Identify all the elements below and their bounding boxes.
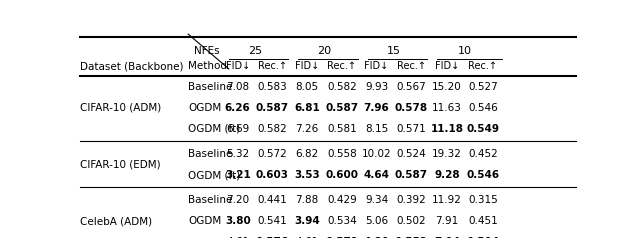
Text: CIFAR-10 (ADM): CIFAR-10 (ADM) bbox=[81, 103, 162, 113]
Text: 0.587: 0.587 bbox=[256, 103, 289, 113]
Text: 0.524: 0.524 bbox=[396, 149, 426, 159]
Text: 4.64: 4.64 bbox=[364, 170, 390, 180]
Text: 0.571: 0.571 bbox=[396, 124, 426, 134]
Text: 0.429: 0.429 bbox=[327, 195, 356, 205]
Text: 20: 20 bbox=[317, 46, 332, 56]
Text: 0.552: 0.552 bbox=[395, 237, 428, 238]
Text: 0.534: 0.534 bbox=[327, 216, 356, 226]
Text: 19.32: 19.32 bbox=[432, 149, 462, 159]
Text: 25: 25 bbox=[248, 46, 262, 56]
Text: FID↓: FID↓ bbox=[435, 61, 459, 71]
Text: 0.452: 0.452 bbox=[468, 149, 498, 159]
Text: 0.587: 0.587 bbox=[395, 170, 428, 180]
Text: 6.26: 6.26 bbox=[225, 103, 251, 113]
Text: 0.315: 0.315 bbox=[468, 195, 498, 205]
Text: 0.392: 0.392 bbox=[396, 195, 426, 205]
Text: 6.82: 6.82 bbox=[296, 149, 319, 159]
Text: 0.581: 0.581 bbox=[327, 124, 356, 134]
Text: 0.587: 0.587 bbox=[325, 103, 358, 113]
Text: 11.92: 11.92 bbox=[432, 195, 462, 205]
Text: 10: 10 bbox=[458, 46, 472, 56]
Text: 0.451: 0.451 bbox=[468, 216, 498, 226]
Text: 0.546: 0.546 bbox=[468, 103, 498, 113]
Text: 0.504: 0.504 bbox=[466, 237, 499, 238]
Text: 0.549: 0.549 bbox=[467, 124, 499, 134]
Text: 0.572: 0.572 bbox=[257, 149, 287, 159]
Text: 6.81: 6.81 bbox=[294, 103, 320, 113]
Text: Rec.↑: Rec.↑ bbox=[258, 61, 287, 71]
Text: OGDM: OGDM bbox=[188, 216, 221, 226]
Text: OGDM (ft): OGDM (ft) bbox=[188, 124, 241, 134]
Text: FID↓: FID↓ bbox=[295, 61, 319, 71]
Text: 9.34: 9.34 bbox=[365, 195, 388, 205]
Text: OGDM (ft): OGDM (ft) bbox=[188, 237, 241, 238]
Text: CelebA (ADM): CelebA (ADM) bbox=[81, 216, 152, 226]
Text: 0.600: 0.600 bbox=[325, 170, 358, 180]
Text: 7.04: 7.04 bbox=[434, 237, 460, 238]
Text: 7.08: 7.08 bbox=[226, 82, 250, 92]
Text: 0.582: 0.582 bbox=[327, 82, 356, 92]
Text: 0.583: 0.583 bbox=[257, 82, 287, 92]
Text: 3.80: 3.80 bbox=[225, 216, 251, 226]
Text: Dataset (Backbone): Dataset (Backbone) bbox=[81, 61, 184, 71]
Text: 9.93: 9.93 bbox=[365, 82, 388, 92]
Text: 8.15: 8.15 bbox=[365, 124, 388, 134]
Text: 11.63: 11.63 bbox=[432, 103, 462, 113]
Text: 0.567: 0.567 bbox=[396, 82, 426, 92]
Text: 0.603: 0.603 bbox=[256, 170, 289, 180]
Text: NFEs: NFEs bbox=[195, 46, 220, 56]
Text: OGDM (ft): OGDM (ft) bbox=[188, 170, 241, 180]
Text: 0.582: 0.582 bbox=[257, 124, 287, 134]
Text: 0.578: 0.578 bbox=[395, 103, 428, 113]
Text: 11.18: 11.18 bbox=[431, 124, 463, 134]
Text: 8.05: 8.05 bbox=[296, 82, 319, 92]
Text: 3.21: 3.21 bbox=[225, 170, 251, 180]
Text: 9.28: 9.28 bbox=[434, 170, 460, 180]
Text: FID↓: FID↓ bbox=[365, 61, 388, 71]
Text: Baseline: Baseline bbox=[188, 149, 232, 159]
Text: FID↓: FID↓ bbox=[226, 61, 250, 71]
Text: 15.20: 15.20 bbox=[432, 82, 462, 92]
Text: 7.26: 7.26 bbox=[296, 124, 319, 134]
Text: Baseline: Baseline bbox=[188, 195, 232, 205]
Text: 3.94: 3.94 bbox=[294, 216, 320, 226]
Text: Rec.↑: Rec.↑ bbox=[328, 61, 356, 71]
Text: OGDM: OGDM bbox=[188, 103, 221, 113]
Text: 5.32: 5.32 bbox=[226, 149, 250, 159]
Text: 0.558: 0.558 bbox=[327, 149, 356, 159]
Text: 15: 15 bbox=[387, 46, 401, 56]
Text: CIFAR-10 (EDM): CIFAR-10 (EDM) bbox=[81, 159, 161, 169]
Text: 0.571: 0.571 bbox=[325, 237, 358, 238]
Text: 7.91: 7.91 bbox=[435, 216, 459, 226]
Text: Rec.↑: Rec.↑ bbox=[397, 61, 426, 71]
Text: Method: Method bbox=[188, 61, 227, 71]
Text: 10.02: 10.02 bbox=[362, 149, 392, 159]
Text: Rec.↑: Rec.↑ bbox=[468, 61, 497, 71]
Text: 7.20: 7.20 bbox=[226, 195, 250, 205]
Text: 4.80: 4.80 bbox=[364, 237, 390, 238]
Text: 7.96: 7.96 bbox=[364, 103, 390, 113]
Text: 6.69: 6.69 bbox=[226, 124, 250, 134]
Text: 0.527: 0.527 bbox=[468, 82, 498, 92]
Text: 0.441: 0.441 bbox=[257, 195, 287, 205]
Text: 5.06: 5.06 bbox=[365, 216, 388, 226]
Text: 0.541: 0.541 bbox=[257, 216, 287, 226]
Text: 0.546: 0.546 bbox=[466, 170, 499, 180]
Text: 3.53: 3.53 bbox=[294, 170, 320, 180]
Text: 0.502: 0.502 bbox=[397, 216, 426, 226]
Text: 4.61: 4.61 bbox=[226, 237, 250, 238]
Text: Baseline: Baseline bbox=[188, 82, 232, 92]
Text: 4.61: 4.61 bbox=[296, 237, 319, 238]
Text: 0.576: 0.576 bbox=[256, 237, 289, 238]
Text: 7.88: 7.88 bbox=[296, 195, 319, 205]
